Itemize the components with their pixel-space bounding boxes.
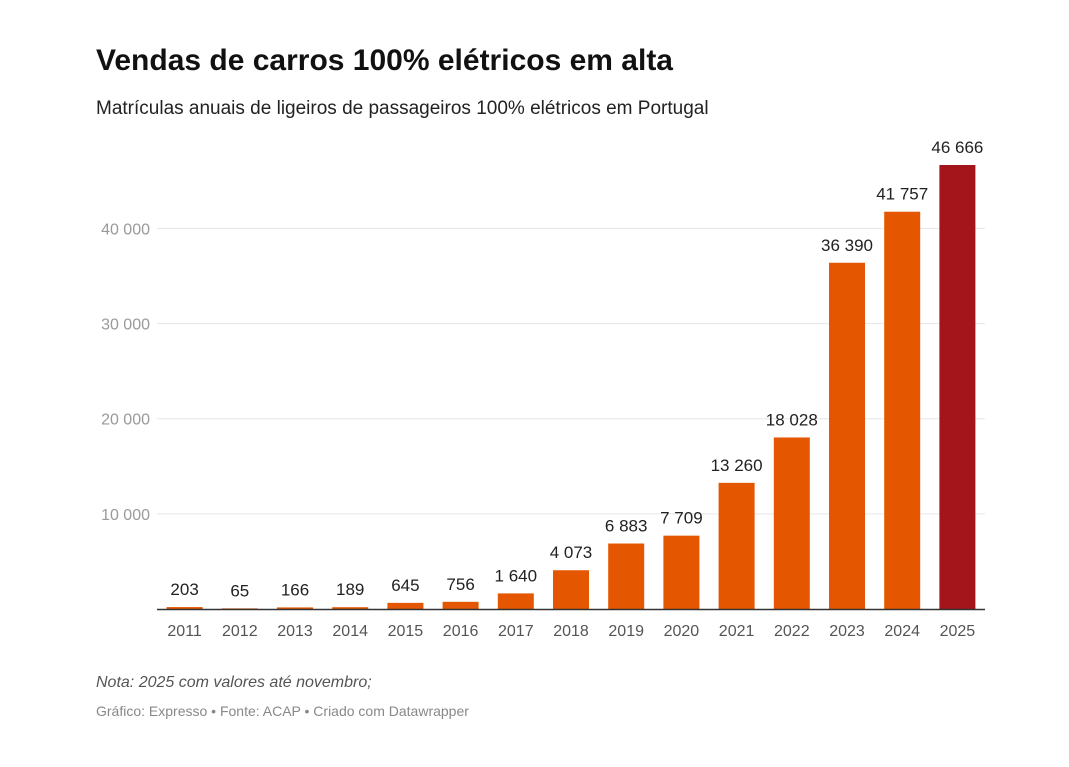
value-label: 18 028 (766, 410, 818, 429)
bar (773, 437, 810, 609)
chart-title: Vendas de carros 100% elétricos em alta (96, 44, 673, 77)
x-tick-label: 2023 (829, 623, 865, 640)
bar (663, 535, 700, 609)
bar (387, 602, 424, 609)
y-tick-label: 30 000 (101, 317, 150, 334)
chart-subtitle: Matrículas anuais de ligeiros de passage… (96, 98, 709, 119)
bar (829, 262, 865, 609)
y-tick-label: 10 000 (101, 507, 150, 524)
x-tick-label: 2015 (388, 623, 424, 640)
value-label: 6 883 (605, 517, 648, 536)
x-tick-label: 2011 (167, 623, 202, 640)
bar (884, 211, 921, 609)
value-label: 189 (336, 580, 364, 599)
x-tick-label: 2025 (940, 623, 976, 640)
value-label: 41 757 (876, 185, 928, 204)
value-label: 203 (170, 580, 198, 599)
x-tick-label: 2018 (553, 623, 589, 640)
x-tick-label: 2013 (277, 623, 313, 640)
bars (166, 165, 976, 609)
bar (332, 607, 369, 609)
bar (497, 593, 534, 609)
x-tick-label: 2016 (443, 623, 479, 640)
bar (221, 608, 258, 609)
x-tick-label: 2014 (332, 623, 368, 640)
y-tick-label: 20 000 (101, 412, 150, 429)
bar (166, 607, 203, 609)
value-label: 645 (391, 576, 419, 595)
x-tick-label: 2021 (719, 623, 755, 640)
value-label: 4 073 (550, 543, 593, 562)
x-tick-label: 2019 (608, 623, 644, 640)
value-label: 13 260 (711, 456, 763, 475)
chart-note: Nota: 2025 com valores até novembro; (96, 674, 372, 691)
value-label: 166 (281, 580, 309, 599)
value-label: 1 640 (495, 566, 538, 585)
bar (277, 607, 313, 609)
x-tick-label: 2017 (498, 623, 534, 640)
x-tick-label: 2012 (222, 623, 258, 640)
bar (718, 482, 755, 609)
value-label: 65 (230, 581, 249, 600)
x-tick-label: 2020 (664, 623, 700, 640)
x-tick-label: 2022 (774, 623, 810, 640)
chart-credits: Gráfico: Expresso • Fonte: ACAP • Criado… (96, 703, 469, 719)
value-label: 46 666 (931, 138, 983, 157)
value-label: 7 709 (660, 509, 703, 528)
bar (608, 543, 645, 609)
bar (939, 165, 976, 609)
bar (442, 601, 479, 609)
y-tick-label: 40 000 (101, 221, 150, 238)
bar-chart: 10 000 20 000 30 000 40 000 203 65 166 189 645 7… (101, 138, 985, 640)
x-tick-label: 2024 (884, 623, 920, 640)
y-axis-tick-labels: 10 000 20 000 30 000 40 000 (101, 221, 150, 523)
value-label: 36 390 (821, 236, 873, 255)
x-axis-category-labels: 2011 2012 2013 2014 2015 2016 2017 2018 2019 2020… (167, 623, 975, 640)
value-labels: 203 65 166 189 645 756 1 640 4 073 6 883 7 709 13 … (170, 138, 983, 600)
bar (553, 570, 589, 609)
value-label: 756 (446, 575, 474, 594)
